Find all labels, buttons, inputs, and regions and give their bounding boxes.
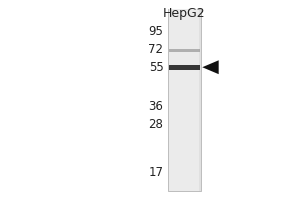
Bar xyxy=(168,9,201,191)
Text: 36: 36 xyxy=(148,100,164,113)
Text: 72: 72 xyxy=(148,43,164,56)
Text: 28: 28 xyxy=(148,118,164,131)
Bar xyxy=(169,65,200,70)
Text: 55: 55 xyxy=(149,61,164,74)
Polygon shape xyxy=(202,60,219,74)
Bar xyxy=(169,49,200,52)
Text: HepG2: HepG2 xyxy=(163,7,206,20)
Text: 95: 95 xyxy=(148,25,164,38)
Bar xyxy=(169,9,199,191)
Text: 17: 17 xyxy=(148,166,164,179)
